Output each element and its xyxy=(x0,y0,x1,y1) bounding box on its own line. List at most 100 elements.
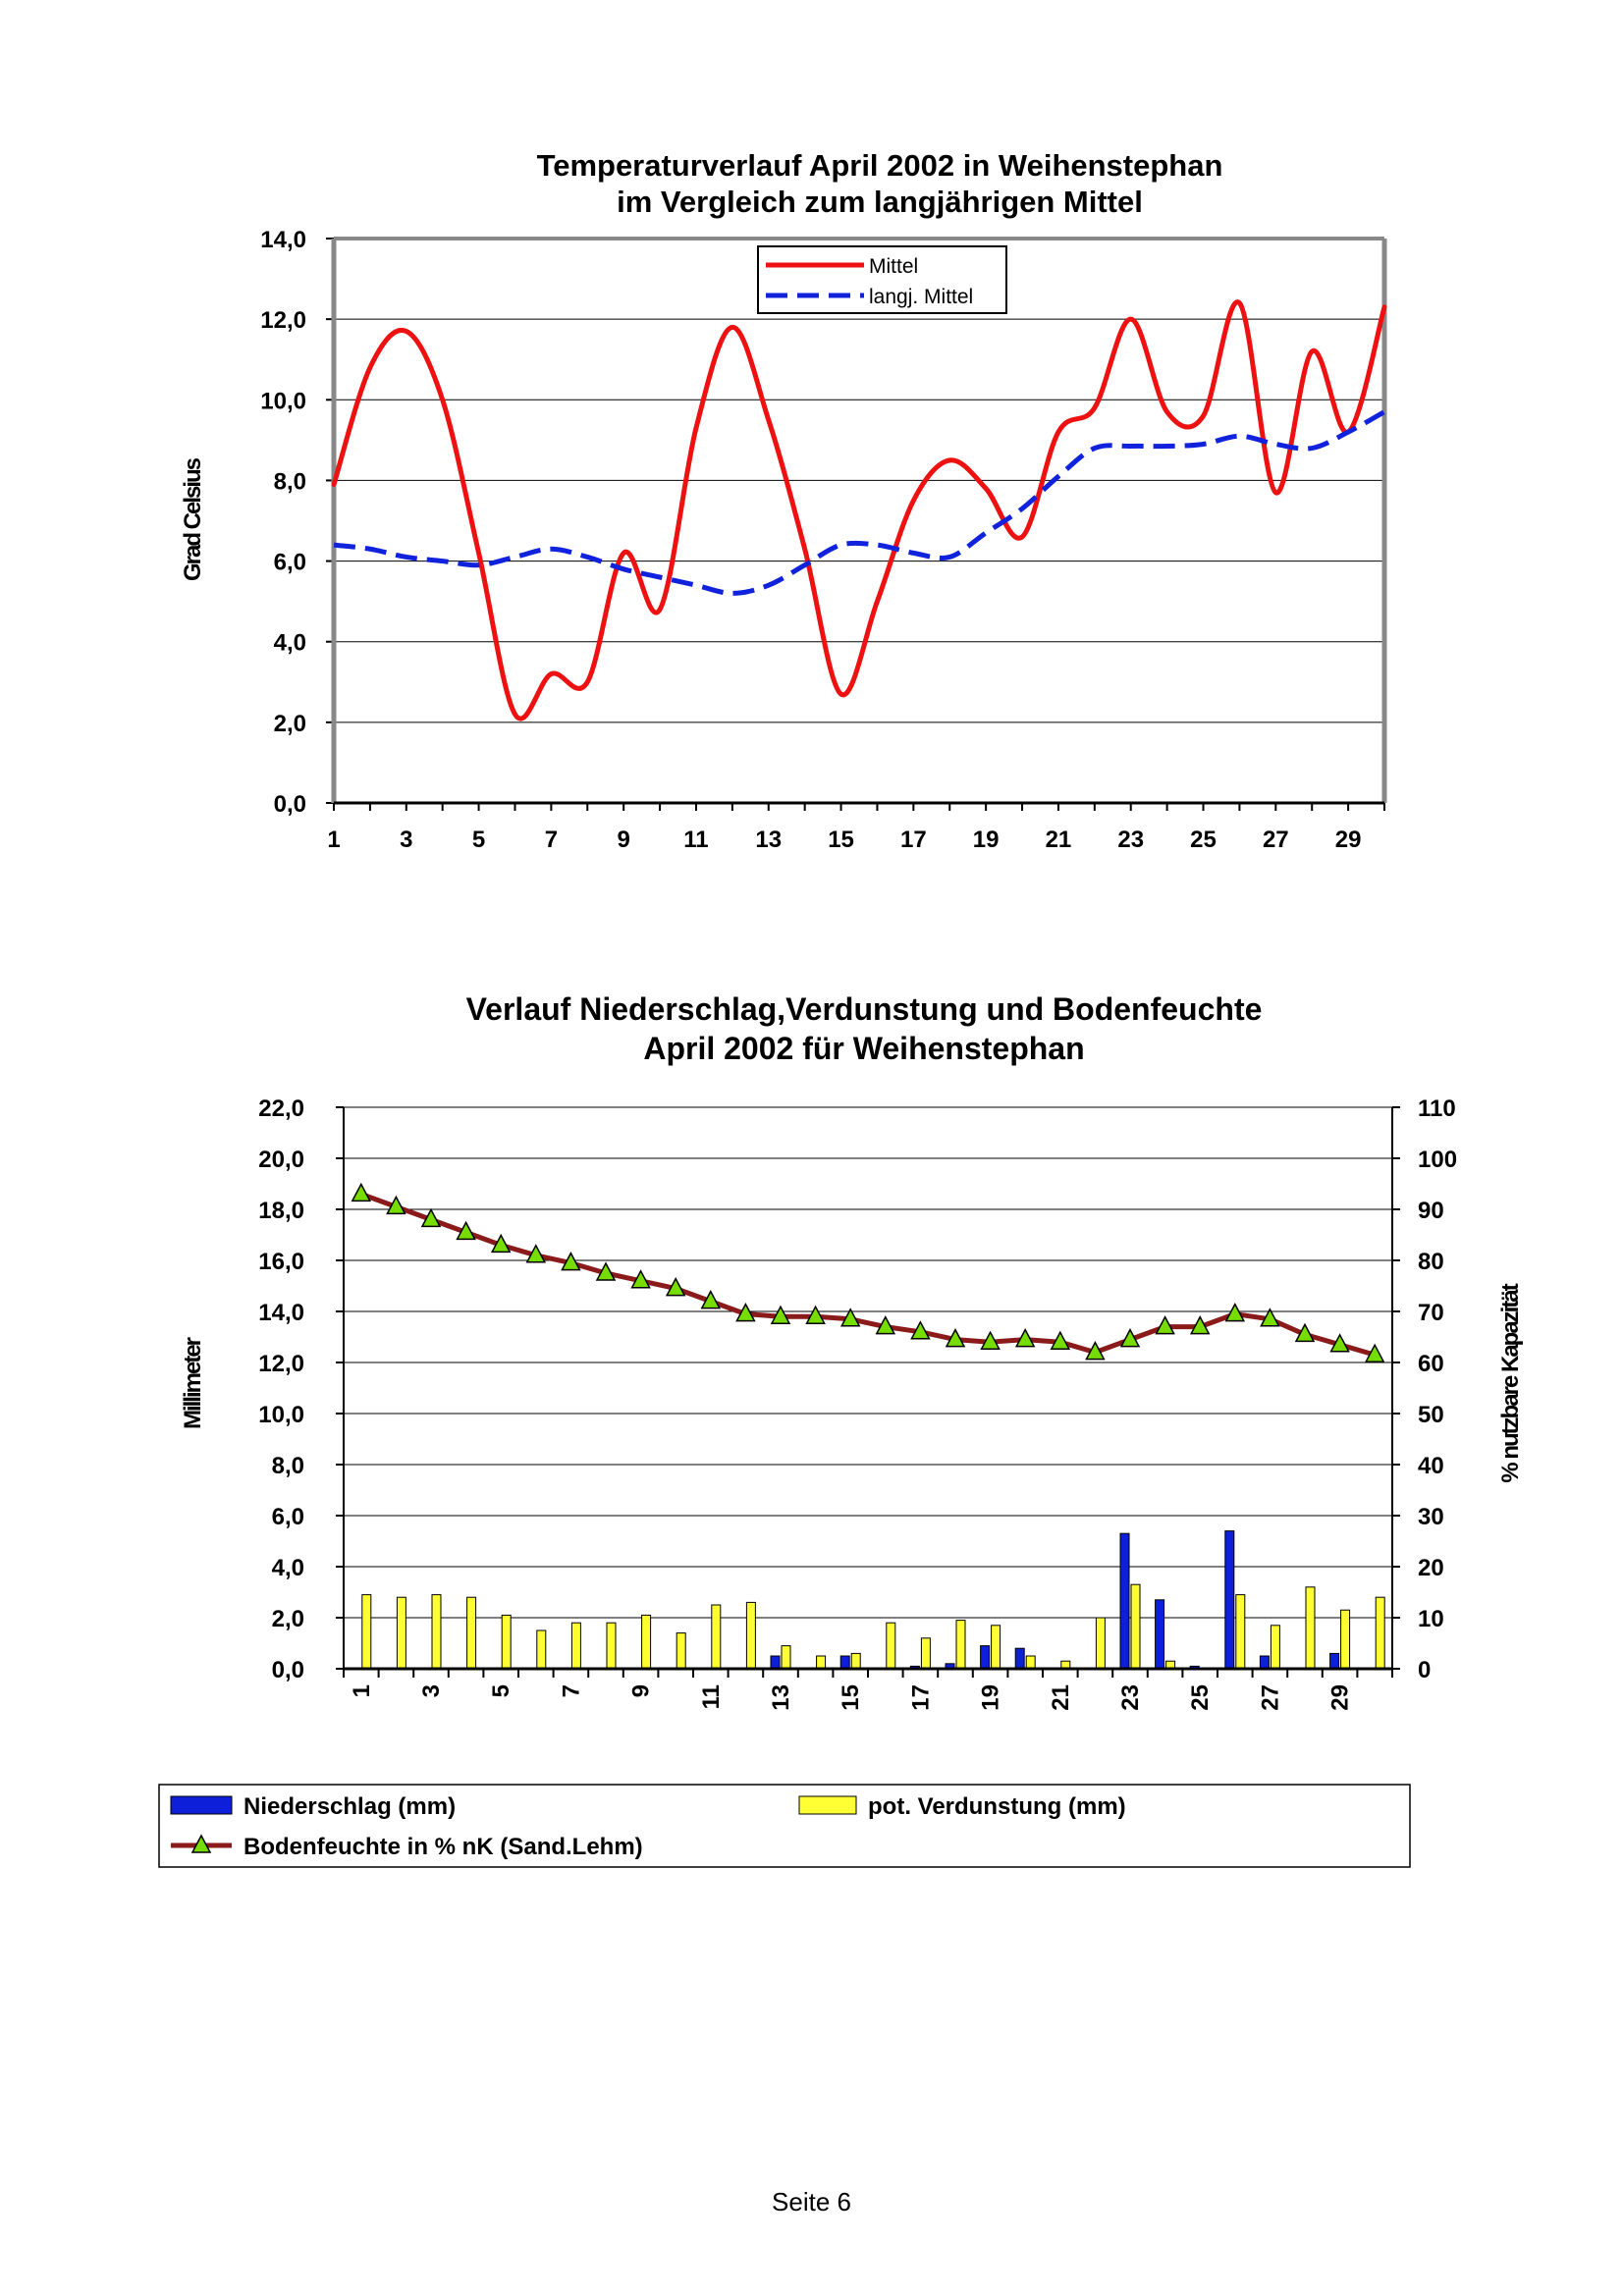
bar-verdunstung xyxy=(676,1632,686,1670)
legend-swatch-verdunstung xyxy=(798,1795,857,1815)
bar-verdunstung xyxy=(1375,1596,1385,1670)
x-tick-label: 5 xyxy=(472,827,485,853)
bar-verdunstung xyxy=(1270,1625,1280,1670)
x-tick-label: 19 xyxy=(973,827,1000,853)
marker-bodenfeuchte xyxy=(1364,1343,1385,1362)
legend-box xyxy=(158,1784,1411,1868)
marker-bodenfeuchte xyxy=(1260,1308,1280,1327)
x-tick-label: 9 xyxy=(628,1684,655,1697)
legend-label-verdunstung: pot. Verdunstung (mm) xyxy=(868,1793,1126,1820)
bar-verdunstung xyxy=(1025,1655,1036,1670)
bar-niederschlag xyxy=(1155,1599,1165,1670)
series-line-mittel xyxy=(331,299,1387,721)
bar-verdunstung xyxy=(1095,1617,1106,1670)
marker-bodenfeuchte xyxy=(1050,1330,1071,1350)
marker-bodenfeuchte xyxy=(1014,1327,1036,1348)
y-tick-label: 10,0 xyxy=(258,1402,304,1428)
marker-bodenfeuchte xyxy=(456,1220,476,1241)
legend-label-bodenfeuchte: Bodenfeuchte in % nK (Sand.Lehm) xyxy=(243,1834,643,1860)
bar-verdunstung xyxy=(1305,1586,1316,1670)
series-line-bodenfeuchte xyxy=(359,1192,1376,1358)
y-tick-label: 14,0 xyxy=(260,227,306,253)
x-tick-label: 13 xyxy=(755,827,782,853)
x-tick-label: 15 xyxy=(838,1684,864,1711)
x-tick-label: 1 xyxy=(349,1684,375,1697)
x-tick-label: 15 xyxy=(828,827,854,853)
y2-tick-label: 70 xyxy=(1418,1300,1444,1326)
marker-bodenfeuchte xyxy=(700,1289,722,1309)
y2-tick-label: 0 xyxy=(1418,1657,1431,1683)
marker-bodenfeuchte xyxy=(1189,1314,1211,1335)
marker-bodenfeuchte xyxy=(1085,1340,1106,1361)
x-tick-label: 25 xyxy=(1187,1684,1214,1711)
marker-bodenfeuchte xyxy=(1294,1322,1316,1343)
marker-bodenfeuchte xyxy=(665,1276,686,1297)
bar-verdunstung xyxy=(920,1637,931,1670)
x-tick-label: 13 xyxy=(768,1684,794,1711)
y2-tick-label: 50 xyxy=(1418,1402,1444,1428)
temperature-chart: Temperaturverlauf April 2002 in Weihenst… xyxy=(180,148,1387,853)
marker-bodenfeuchte xyxy=(980,1330,1001,1350)
x-tick-label: 17 xyxy=(900,827,927,853)
y-tick-label: 16,0 xyxy=(258,1249,304,1275)
bar-niederschlag xyxy=(1014,1647,1025,1670)
marker-bodenfeuchte xyxy=(561,1251,581,1271)
x-tick-label: 21 xyxy=(1046,827,1072,853)
y-tick-label: 6,0 xyxy=(272,1504,304,1530)
y-tick-label: 0,0 xyxy=(272,1657,304,1683)
y-tick-label: 20,0 xyxy=(258,1147,304,1173)
chart-title-line-2: im Vergleich zum langjährigen Mittel xyxy=(617,185,1143,219)
chart-title-line-1: Temperaturverlauf April 2002 in Weihenst… xyxy=(537,148,1223,183)
bar-niederschlag xyxy=(839,1655,850,1670)
x-tick-label: 1 xyxy=(327,827,340,853)
y-tick-label: 2,0 xyxy=(274,711,306,737)
y-tick-label: 22,0 xyxy=(258,1095,304,1122)
marker-bodenfeuchte xyxy=(1155,1314,1175,1335)
marker-bodenfeuchte xyxy=(525,1244,547,1263)
x-tick-label: 27 xyxy=(1257,1684,1283,1711)
bar-verdunstung xyxy=(1235,1594,1246,1670)
legend-swatch-bodenfeuchte-marker xyxy=(190,1834,212,1853)
bar-niederschlag xyxy=(1224,1530,1235,1670)
bar-niederschlag xyxy=(1259,1655,1270,1670)
marker-bodenfeuchte xyxy=(735,1302,756,1322)
y2-tick-label: 20 xyxy=(1418,1555,1444,1581)
marker-bodenfeuchte xyxy=(595,1261,617,1281)
y2-tick-label: 60 xyxy=(1418,1351,1444,1377)
bar-verdunstung xyxy=(816,1655,827,1670)
y2-tick-label: 10 xyxy=(1418,1606,1444,1632)
bar-niederschlag xyxy=(980,1645,991,1670)
bar-niederschlag xyxy=(1119,1532,1130,1670)
y-tick-label: 8,0 xyxy=(274,468,306,495)
legend-box xyxy=(757,245,1007,314)
x-tick-label: 3 xyxy=(400,827,412,853)
bar-niederschlag xyxy=(1329,1652,1340,1670)
bar-verdunstung xyxy=(570,1622,581,1670)
bar-verdunstung xyxy=(991,1625,1001,1670)
marker-bodenfeuchte xyxy=(351,1182,372,1202)
bar-verdunstung xyxy=(711,1604,722,1670)
y2-tick-label: 100 xyxy=(1418,1147,1457,1173)
bar-verdunstung xyxy=(641,1614,652,1670)
marker-bodenfeuchte xyxy=(910,1320,931,1340)
bar-verdunstung xyxy=(850,1652,861,1670)
x-tick-label: 7 xyxy=(545,827,558,853)
x-tick-label: 9 xyxy=(617,827,629,853)
y-tick-label: 8,0 xyxy=(272,1453,304,1479)
marker-bodenfeuchte xyxy=(805,1305,826,1324)
y-tick-label: 4,0 xyxy=(274,630,306,657)
series-line-langj-mittel xyxy=(333,409,1386,596)
y-tick-label: 4,0 xyxy=(272,1555,304,1581)
x-tick-label: 11 xyxy=(683,827,708,853)
bar-verdunstung xyxy=(1130,1583,1141,1670)
y-tick-label: 12,0 xyxy=(260,307,306,334)
y-tick-label: 0,0 xyxy=(274,791,306,818)
bar-verdunstung xyxy=(396,1596,406,1670)
marker-bodenfeuchte xyxy=(490,1233,512,1254)
bar-verdunstung xyxy=(886,1622,896,1670)
y-axis-label: Millimeter xyxy=(180,1337,206,1429)
y2-axis-label: % nutzbare Kapazität xyxy=(1497,1283,1524,1482)
y2-tick-label: 40 xyxy=(1418,1453,1444,1479)
precipitation-chart: Verlauf Niederschlag,Verdunstung und Bod… xyxy=(158,991,1524,1868)
x-tick-label: 5 xyxy=(488,1684,514,1697)
